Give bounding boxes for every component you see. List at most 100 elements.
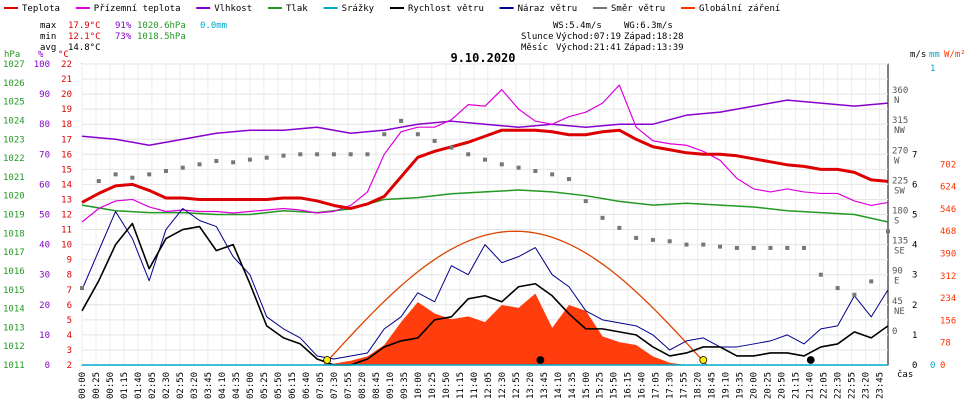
tick-pct-4: 40 [39,241,50,251]
series-wind-dir-point-24 [483,157,487,162]
tick-x-45: 18:45 [708,372,718,399]
axis-unit-mm: mm [929,50,940,60]
series-wind-dir-point-26 [516,165,521,170]
legend-label-1: Přízemní teplota [94,4,181,14]
tick-x-47: 19:35 [736,372,746,399]
axis-unit-hpa: hPa [4,50,20,60]
tick-x-12: 05:00 [246,372,256,399]
series-wind-dir-point-7 [197,162,202,167]
tick-x-30: 12:30 [498,372,508,399]
tick-ms-1: 1 [912,331,917,341]
legend-label-7: Směr větru [611,4,665,14]
marker-sunrise [323,356,332,364]
tick-x-11: 04:35 [232,372,242,399]
tick-dir-deg-8: 0 [892,327,897,337]
series-wind-dir-point-31 [600,215,605,220]
tick-hpa-2: 1013 [3,323,25,333]
tick-temp-3: 5 [67,316,72,326]
series-wind-dir-point-22 [449,145,454,150]
legend-label-5: Rychlost větru [408,4,484,14]
tick-temp-9: 11 [61,226,72,236]
series-wind-dir-point-45 [835,286,840,291]
tick-dir-deg-3: 225 [892,176,908,186]
tick-x-36: 15:00 [582,372,592,399]
tick-pct-6: 60 [39,180,50,190]
tick-hpa-8: 1019 [3,211,25,221]
tick-dir-name-4: S [894,217,899,227]
info-sun-label: Slunce [521,32,554,42]
tick-x-49: 20:25 [764,372,774,399]
tick-temp-12: 14 [61,180,72,190]
legend-label-4: Srážky [342,4,375,14]
legend: Teplota Přízemní teplota Vlhkost Tlak Srážky… [4,4,780,14]
legend-label-8: Globální záření [699,4,780,14]
series-wind-dir-point-47 [869,279,874,284]
tick-hpa-4: 1015 [3,286,25,296]
series-wind-dir-point-1 [96,179,101,184]
tick-x-8: 03:20 [190,372,200,399]
tick-x-51: 21:15 [792,372,802,399]
tick-temp-2: 4 [67,331,72,341]
tick-wm2-0: 0 [940,361,945,371]
tick-x-13: 05:25 [260,372,270,399]
tick-x-3: 01:15 [120,372,130,399]
axis-unit-temp: °C [58,50,69,60]
marker-sunset [699,356,708,364]
tick-temp-8: 10 [61,241,72,251]
tick-wm2-8: 624 [940,183,956,193]
tick-dir-deg-1: 315 [892,116,908,126]
info-sun-rise: Východ:07:19 [556,32,621,42]
tick-x-15: 06:15 [288,372,298,399]
stat-avg-label: avg [40,43,56,53]
series-wind-dir-point-18 [382,132,387,137]
tick-x-33: 13:45 [540,372,550,399]
series-ground-temp [81,84,889,223]
stat-avg-temp: 14.8°C [68,43,101,53]
chart-title: 9.10.2020 [450,51,515,65]
tick-x-2: 00:50 [106,372,116,399]
series-radiation-model [323,230,708,366]
tick-x-22: 09:10 [386,372,396,399]
stat-max-hum: 91% [115,21,132,31]
tick-x-34: 14:10 [554,372,564,399]
tick-x-39: 16:15 [624,372,634,399]
tick-pct-1: 10 [39,331,50,341]
tick-x-52: 21:40 [806,372,816,399]
tick-temp-10: 12 [61,211,72,221]
series-wind-dir-point-36 [684,242,689,247]
tick-temp-1: 3 [67,346,72,356]
tick-x-29: 12:05 [484,372,494,399]
tick-ms-6: 6 [912,180,917,190]
series-wind-dir-point-14 [315,152,320,157]
tick-temp-13: 15 [61,165,72,175]
series-wind-dir-point-20 [415,132,420,137]
tick-x-46: 19:10 [722,372,732,399]
stat-max-temp: 17.9°C [68,21,101,31]
tick-hpa-7: 1018 [3,229,25,239]
info-block: WS:5.4m/s WG:6.3m/s Slunce Východ:07:19 … [521,21,684,53]
tick-x-44: 18:20 [694,372,704,399]
stat-min-hum: 73% [115,32,132,42]
series-wind-dir-point-27 [533,169,538,174]
tick-temp-5: 7 [67,286,72,296]
tick-x-31: 12:55 [512,372,522,399]
tick-hpa-9: 1020 [3,192,25,202]
tick-x-28: 11:40 [470,372,480,399]
tick-x-1: 00:25 [92,372,102,399]
tick-hpa-15: 1026 [3,79,25,89]
series-pressure [81,189,889,223]
tick-ms-5: 5 [912,211,917,221]
tick-x-19: 07:55 [344,372,354,399]
tick-pct-9: 90 [39,90,50,100]
tick-hpa-1: 1012 [3,342,25,352]
tick-dir-name-1: NW [894,126,905,136]
series-wind-dir-point-40 [751,245,756,250]
tick-temp-14: 16 [61,150,72,160]
tick-dir-name-7: NE [894,307,905,317]
series-wind-dir-point-23 [466,152,471,157]
tick-hpa-14: 1025 [3,98,25,108]
tick-x-10: 04:10 [218,372,228,399]
series-wind-dir-point-32 [617,225,622,230]
tick-hpa-11: 1022 [3,154,25,164]
tick-ms-3: 3 [912,271,917,281]
